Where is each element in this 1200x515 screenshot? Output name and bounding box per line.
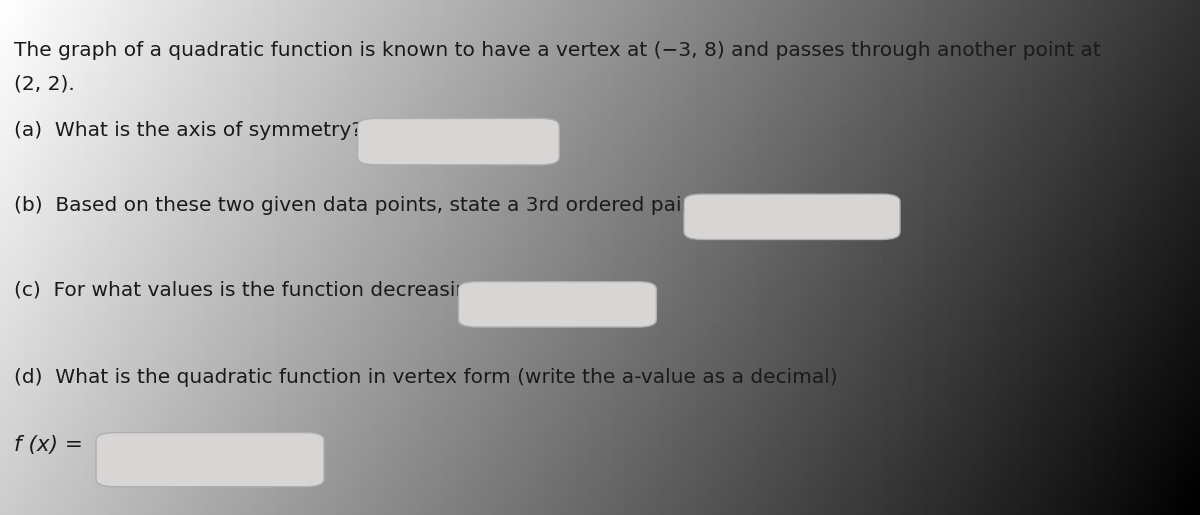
Text: The graph of a quadratic function is known to have a vertex at (−3, 8) and passe: The graph of a quadratic function is kno…: [14, 41, 1102, 60]
Text: (a)  What is the axis of symmetry?: (a) What is the axis of symmetry?: [14, 121, 362, 140]
FancyBboxPatch shape: [458, 282, 656, 327]
FancyBboxPatch shape: [358, 118, 559, 165]
Text: (b)  Based on these two given data points, state a 3rd ordered pair:: (b) Based on these two given data points…: [14, 196, 697, 215]
Text: f (x) =: f (x) =: [14, 435, 83, 455]
Text: (c)  For what values is the function decreasing?: (c) For what values is the function decr…: [14, 281, 492, 300]
FancyBboxPatch shape: [96, 433, 324, 487]
Text: (d)  What is the quadratic function in vertex form (write the a-value as a decim: (d) What is the quadratic function in ve…: [14, 368, 838, 387]
Text: (2, 2).: (2, 2).: [14, 75, 76, 94]
FancyBboxPatch shape: [684, 194, 900, 239]
